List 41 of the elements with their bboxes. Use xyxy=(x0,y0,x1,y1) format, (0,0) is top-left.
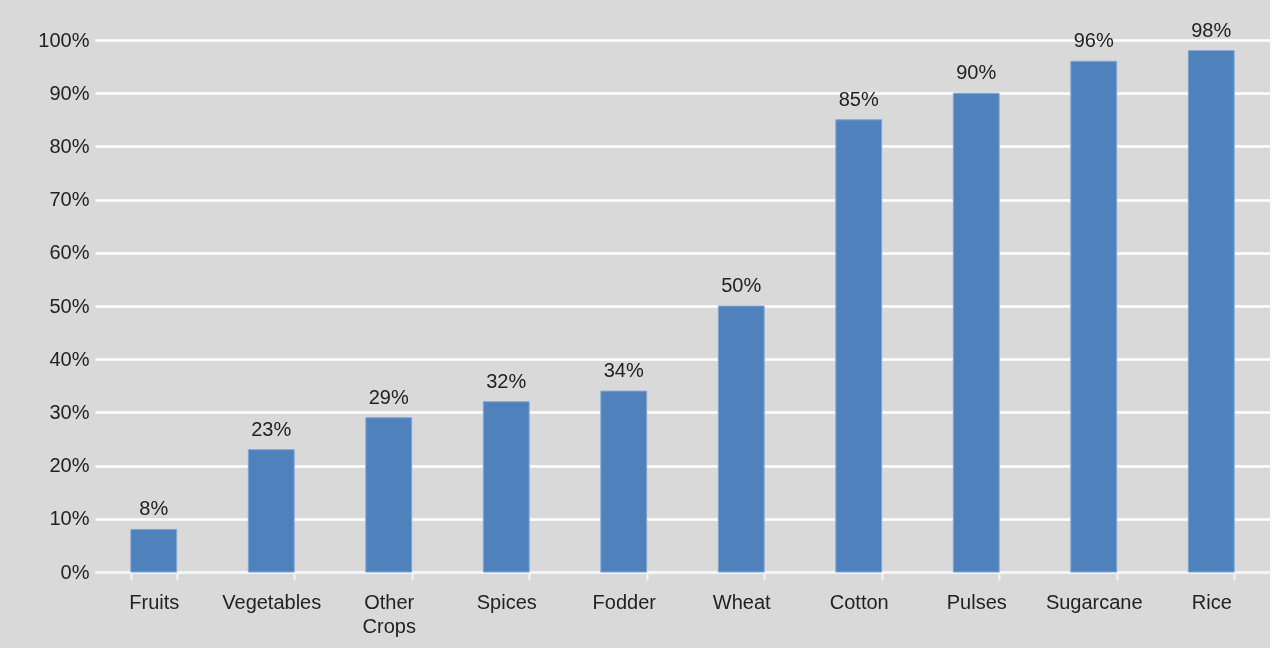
data-label: 85% xyxy=(838,87,879,110)
x-tick-label: Vegetables xyxy=(222,590,322,613)
bar xyxy=(365,417,413,573)
data-label: 98% xyxy=(1191,18,1232,41)
y-tick-label: 20% xyxy=(49,454,90,477)
data-label: 96% xyxy=(1073,29,1114,52)
data-label: 32% xyxy=(486,369,527,392)
data-label: 34% xyxy=(603,359,644,382)
y-tick-label: 80% xyxy=(49,134,90,157)
bar xyxy=(130,528,178,573)
data-label: 8% xyxy=(139,497,169,520)
y-tick-label: 30% xyxy=(49,400,90,423)
bar xyxy=(952,92,1000,573)
data-label: 29% xyxy=(368,385,409,408)
x-tick-label: Other Crops xyxy=(362,590,416,637)
data-label: 50% xyxy=(721,274,762,296)
bar xyxy=(1070,60,1118,573)
y-tick-label: 90% xyxy=(49,81,90,104)
x-tick-label: Rice xyxy=(1191,590,1232,613)
bar xyxy=(1187,50,1235,573)
x-tick-label: Cotton xyxy=(829,590,889,613)
y-tick-label: 60% xyxy=(49,241,90,264)
bar xyxy=(835,119,883,573)
data-label: 90% xyxy=(956,61,997,84)
y-tick-label: 0% xyxy=(60,560,90,583)
bar xyxy=(600,390,648,573)
x-tick-label: Fruits xyxy=(129,590,180,613)
y-tick-label: 70% xyxy=(49,188,90,211)
bar xyxy=(482,401,530,573)
bar xyxy=(247,449,295,573)
y-tick-label: 50% xyxy=(49,294,90,317)
x-tick-label: Fodder xyxy=(592,590,657,613)
bar xyxy=(717,305,765,573)
x-tick-label: Sugarcane xyxy=(1045,590,1143,613)
x-tick-label: Pulses xyxy=(946,590,1007,613)
x-tick-label: Wheat xyxy=(712,590,772,613)
y-tick-label: 10% xyxy=(49,507,90,530)
x-tick-label: Spices xyxy=(476,590,537,613)
y-tick-label: 40% xyxy=(49,347,90,370)
data-label: 23% xyxy=(251,417,292,440)
y-tick-label: 100% xyxy=(38,28,90,51)
